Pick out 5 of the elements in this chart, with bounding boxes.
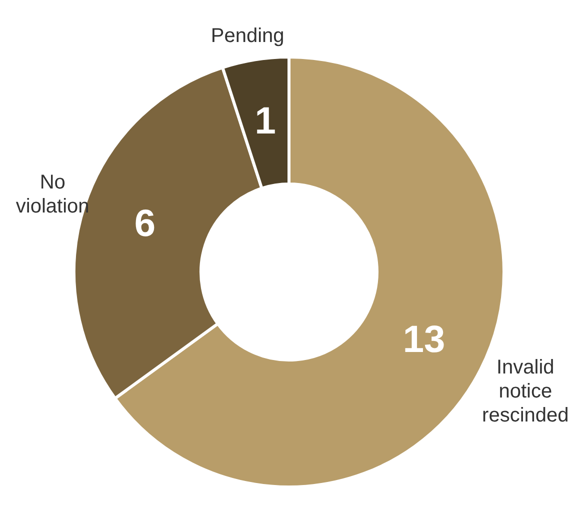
slice-label: Invalid notice rescinded	[482, 356, 569, 426]
data-label: 13	[402, 318, 446, 361]
slice-label: Pending	[210, 24, 284, 47]
data-label: 6	[134, 203, 156, 246]
data-label: 1	[254, 100, 276, 142]
